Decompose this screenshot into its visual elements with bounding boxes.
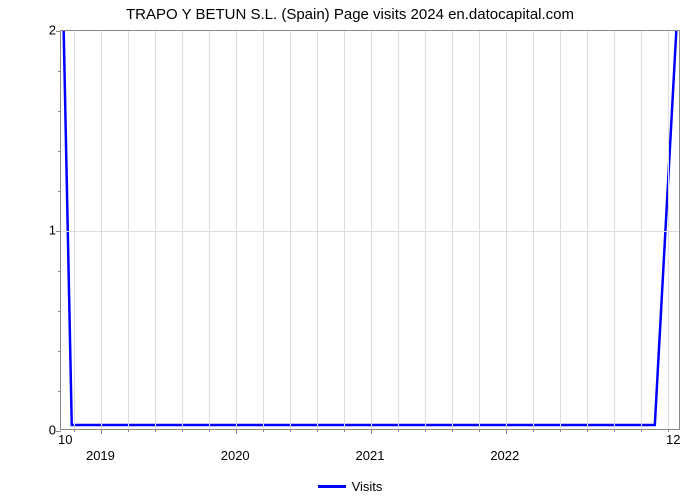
- ytick: [56, 231, 61, 232]
- ytick-minor: [58, 71, 61, 72]
- vgrid-minor: [74, 31, 75, 429]
- xtick-minor: [209, 429, 210, 432]
- edge-left-label: 10: [58, 432, 72, 447]
- vgrid-minor: [290, 31, 291, 429]
- vgrid-line: [371, 31, 372, 429]
- vgrid-minor: [398, 31, 399, 429]
- vgrid-minor: [668, 31, 669, 429]
- vgrid-minor: [128, 31, 129, 429]
- ytick-minor: [58, 151, 61, 152]
- vgrid-minor: [533, 31, 534, 429]
- xtick-minor: [479, 429, 480, 432]
- vgrid-minor: [614, 31, 615, 429]
- legend-item-visits: Visits: [318, 479, 383, 494]
- vgrid-minor: [479, 31, 480, 429]
- xtick-minor: [344, 429, 345, 432]
- xtick-minor: [398, 429, 399, 432]
- xtick-minor: [290, 429, 291, 432]
- ytick-minor: [58, 111, 61, 112]
- vgrid-minor: [641, 31, 642, 429]
- ytick-label: 1: [16, 223, 56, 238]
- xtick-label: 2022: [490, 448, 519, 463]
- xtick: [371, 429, 372, 434]
- xtick-minor: [263, 429, 264, 432]
- plot-area: [60, 30, 680, 430]
- ytick-label: 2: [16, 23, 56, 38]
- ytick-minor: [58, 311, 61, 312]
- xtick-label: 2020: [221, 448, 250, 463]
- xtick-minor: [128, 429, 129, 432]
- vgrid-minor: [560, 31, 561, 429]
- xtick-label: 2019: [86, 448, 115, 463]
- edge-right-label: 12: [666, 432, 680, 447]
- legend: Visits: [0, 475, 700, 494]
- xtick-minor: [425, 429, 426, 432]
- vgrid-minor: [209, 31, 210, 429]
- xtick-minor: [614, 429, 615, 432]
- vgrid-minor: [425, 31, 426, 429]
- xtick-minor: [155, 429, 156, 432]
- vgrid-minor: [155, 31, 156, 429]
- ytick: [56, 31, 61, 32]
- ytick-minor: [58, 351, 61, 352]
- legend-swatch: [318, 485, 346, 488]
- ytick-minor: [58, 191, 61, 192]
- vgrid-minor: [263, 31, 264, 429]
- xtick-minor: [452, 429, 453, 432]
- xtick: [101, 429, 102, 434]
- vgrid-line: [101, 31, 102, 429]
- legend-label: Visits: [352, 479, 383, 494]
- ytick-minor: [58, 271, 61, 272]
- xtick-minor: [560, 429, 561, 432]
- ytick-minor: [58, 391, 61, 392]
- xtick-minor: [587, 429, 588, 432]
- vgrid-minor: [587, 31, 588, 429]
- ytick-label: 0: [16, 423, 56, 438]
- vgrid-minor: [452, 31, 453, 429]
- chart-title: TRAPO Y BETUN S.L. (Spain) Page visits 2…: [0, 6, 700, 23]
- xtick-minor: [182, 429, 183, 432]
- xtick-minor: [533, 429, 534, 432]
- xtick-minor: [641, 429, 642, 432]
- vgrid-line: [506, 31, 507, 429]
- xtick-label: 2021: [356, 448, 385, 463]
- xtick-minor: [74, 429, 75, 432]
- vgrid-minor: [182, 31, 183, 429]
- vgrid-line: [236, 31, 237, 429]
- vgrid-minor: [317, 31, 318, 429]
- vgrid-minor: [344, 31, 345, 429]
- xtick-minor: [317, 429, 318, 432]
- xtick: [506, 429, 507, 434]
- xtick: [236, 429, 237, 434]
